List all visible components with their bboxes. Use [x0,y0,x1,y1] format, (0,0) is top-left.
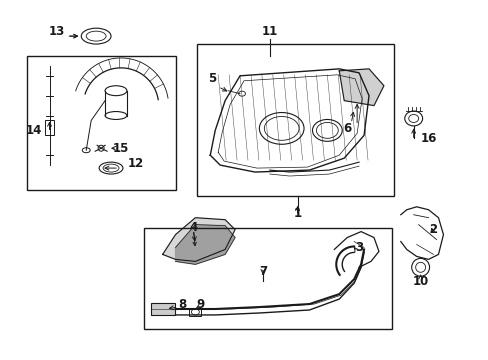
Polygon shape [163,218,235,261]
Ellipse shape [408,114,418,122]
Text: 10: 10 [412,275,428,288]
Text: 15: 15 [113,142,129,155]
Text: 4: 4 [189,221,197,234]
Text: 1: 1 [293,207,301,220]
Text: 3: 3 [354,241,363,254]
Bar [44,121,54,135]
Text: 6: 6 [343,122,350,135]
Ellipse shape [103,164,119,172]
Text: 9: 9 [196,297,204,311]
Text: 12: 12 [127,157,143,170]
Text: 13: 13 [48,24,64,38]
Polygon shape [339,69,383,105]
Text: 8: 8 [178,297,186,311]
Text: 11: 11 [261,24,277,38]
Ellipse shape [415,262,425,272]
Text: 16: 16 [420,132,436,145]
Bar [150,303,174,315]
Ellipse shape [86,31,106,41]
Polygon shape [175,225,235,264]
Text: 5: 5 [208,72,216,85]
Bar [189,308,201,316]
Text: 7: 7 [258,265,266,278]
Text: 14: 14 [25,124,42,137]
Bar [27,56,175,190]
Bar [143,228,391,329]
Bar [197,44,393,196]
Text: 2: 2 [428,223,437,236]
